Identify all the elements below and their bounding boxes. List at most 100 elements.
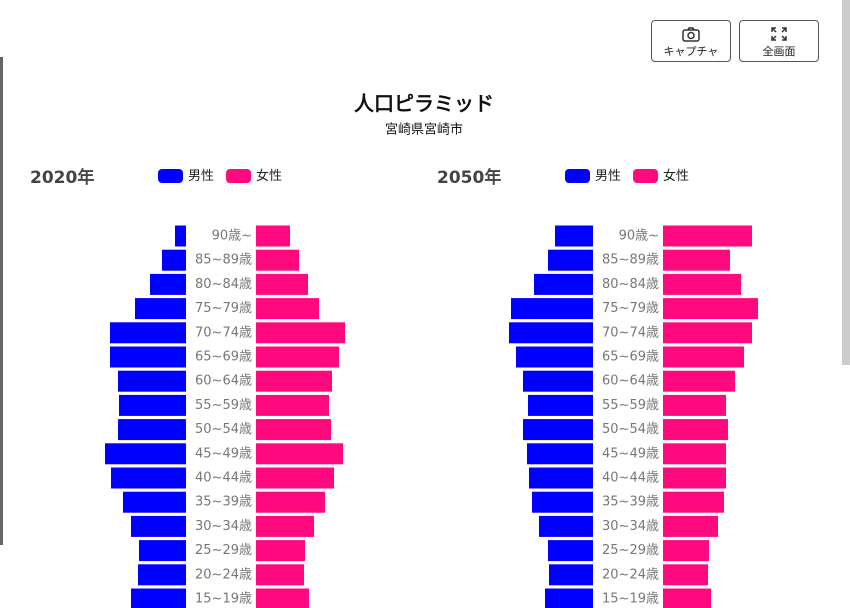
bar (532, 491, 593, 513)
bar (523, 419, 593, 441)
bar (516, 346, 593, 368)
legend-label: 男性 (188, 169, 214, 184)
bar (256, 346, 339, 368)
button-label: 全画面 (762, 45, 796, 58)
bar (555, 225, 593, 247)
bar (256, 322, 345, 344)
category-label: 90歳~ (212, 229, 252, 244)
bar (150, 273, 186, 295)
fullscreen-button[interactable]: 全画面 (739, 20, 819, 62)
category-label: 55~59歳 (195, 398, 252, 413)
category-label: 20~24歳 (195, 567, 252, 582)
category-label: 80~84歳 (195, 277, 252, 292)
bar (105, 443, 186, 465)
bar (663, 540, 709, 562)
category-label: 65~69歳 (602, 350, 659, 365)
category-label: 60~64歳 (195, 374, 252, 389)
bar (528, 394, 593, 416)
category-label: 50~54歳 (602, 422, 659, 437)
bar (663, 322, 752, 344)
bar (663, 588, 711, 608)
bar (663, 467, 726, 489)
bar (509, 322, 593, 344)
category-label: 70~74歳 (602, 325, 659, 340)
category-label: 15~19歳 (195, 592, 252, 607)
bar (256, 370, 332, 392)
bar (256, 491, 325, 513)
category-label: 35~39歳 (195, 495, 252, 510)
chart-title: 人口ピラミッド (354, 92, 494, 116)
bar (162, 249, 186, 271)
bar (119, 394, 186, 416)
category-label: 40~44歳 (195, 471, 252, 486)
category-label: 85~89歳 (602, 253, 659, 268)
left-strip (0, 57, 3, 545)
bar (118, 370, 186, 392)
bar (111, 467, 186, 489)
category-label: 35~39歳 (602, 495, 659, 510)
bar (256, 249, 299, 271)
bar (138, 564, 186, 586)
bar (523, 370, 593, 392)
category-label: 45~49歳 (602, 446, 659, 461)
bar (256, 540, 305, 562)
category-label: 85~89歳 (195, 253, 252, 268)
category-label: 15~19歳 (602, 592, 659, 607)
legend-label: 女性 (663, 168, 689, 184)
bar (110, 322, 186, 344)
bar (256, 467, 334, 489)
legend-swatch (226, 169, 251, 183)
category-label: 80~84歳 (602, 277, 659, 292)
button-label: キャプチャ (663, 45, 719, 58)
bar (663, 443, 726, 465)
panel-title: 2020年 (30, 167, 94, 188)
category-label: 60~64歳 (602, 374, 659, 389)
bar (545, 588, 593, 608)
bar (175, 225, 186, 247)
bar (539, 515, 593, 537)
legend-label: 女性 (256, 168, 282, 184)
bar (663, 225, 752, 247)
bar (511, 298, 593, 320)
category-label: 55~59歳 (602, 398, 659, 413)
capture-button[interactable]: キャプチャ (651, 20, 731, 62)
bar (663, 564, 708, 586)
category-label: 75~79歳 (602, 301, 659, 316)
legend-swatch (158, 169, 183, 183)
category-label: 40~44歳 (602, 471, 659, 486)
bar (256, 394, 329, 416)
bar (256, 564, 304, 586)
bar (110, 346, 186, 368)
category-label: 75~79歳 (195, 301, 252, 316)
category-label: 70~74歳 (195, 325, 252, 340)
bar (548, 249, 593, 271)
bar (529, 467, 593, 489)
bar (256, 515, 314, 537)
legend-swatch (633, 169, 658, 183)
category-label: 65~69歳 (195, 350, 252, 365)
category-label: 30~34歳 (602, 519, 659, 534)
bar (663, 346, 744, 368)
bar (256, 298, 319, 320)
bar (663, 394, 726, 416)
bar (663, 370, 735, 392)
panel-title: 2050年 (437, 167, 501, 188)
bar (131, 588, 186, 608)
category-label: 50~54歳 (195, 422, 252, 437)
bar (256, 273, 308, 295)
bar (534, 273, 593, 295)
bar (663, 515, 718, 537)
bar (256, 225, 290, 247)
category-label: 90歳~ (619, 229, 659, 244)
legend-label: 男性 (595, 169, 621, 184)
bar (256, 419, 331, 441)
bar (663, 273, 741, 295)
bar (663, 491, 724, 513)
category-label: 30~34歳 (195, 519, 252, 534)
bar (548, 540, 593, 562)
bar (135, 298, 186, 320)
category-label: 25~29歳 (195, 543, 252, 558)
fullscreen-icon (771, 27, 787, 41)
